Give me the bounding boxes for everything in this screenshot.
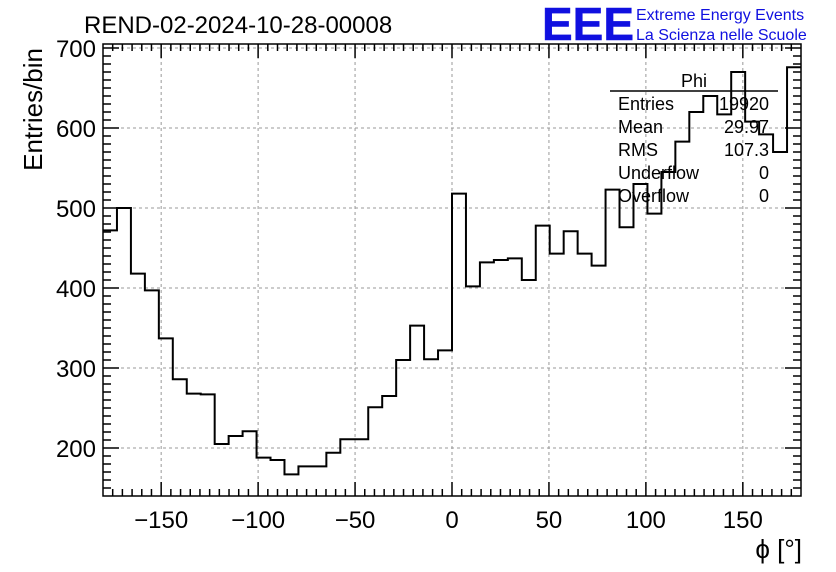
histogram-bin [382,396,396,496]
chart-title: REND-02-2024-10-28-00008 [84,12,392,39]
histogram-bin [550,254,564,496]
histogram-bin [312,466,326,496]
stats-value: 0 [759,186,769,206]
histogram-bin [326,453,340,496]
histogram-bin [424,359,438,496]
histogram-bin [745,122,759,496]
histogram-bin [131,274,145,496]
y-tick-label: 400 [56,276,96,303]
stats-title: Phi [681,71,707,91]
y-tick-label: 700 [56,36,96,63]
y-axis-label: Entries/bin [18,48,48,171]
histogram-bin [606,190,620,496]
axis-ticks [103,44,801,496]
histogram-bin [466,286,480,496]
histogram-bin [647,214,661,496]
x-tick-label: −100 [231,507,285,534]
histogram-bin [508,258,522,496]
x-tick-label: −50 [335,507,376,534]
histogram-bin [173,379,187,496]
x-axis-label: ϕ [°] [755,534,802,564]
stats-box: Phi Entries 19920 Mean 29.97 RMS 107.3 Underfl… [610,71,778,206]
histogram-bin [620,227,634,496]
stats-value: 19920 [719,94,769,114]
histogram-bin [703,96,717,496]
eee-logo-line2: La Scienza nelle Scuole [636,27,807,44]
histogram-bin [522,280,536,496]
y-tick-label: 600 [56,116,96,143]
histogram-bin [145,290,159,496]
histogram-bin [410,326,424,496]
histogram-bin [717,114,731,496]
histogram-bin [536,226,550,496]
y-tick-label: 500 [56,196,96,223]
stats-label: Entries [618,94,674,114]
x-tick-labels: −150 −100 −50 0 50 100 150 [134,507,763,534]
histogram-bin [117,208,131,496]
eee-logo-mark: EEE [542,0,634,50]
histogram-bin [229,436,243,496]
x-tick-label: 50 [536,507,563,534]
stats-label: RMS [618,140,658,160]
stats-rows: Entries 19920 Mean 29.97 RMS 107.3 Underflow 0 O… [618,94,769,206]
histogram-bin [480,262,494,496]
x-tick-label: 100 [626,507,666,534]
histogram-bin [396,360,410,496]
y-tick-label: 300 [56,356,96,383]
histogram-outline [103,66,801,476]
histogram-bin [564,231,578,496]
histogram-bin [592,266,606,496]
eee-logo: EEE Extreme Energy Events La Scienza nel… [542,0,807,50]
x-tick-label: 150 [723,507,763,534]
stats-label: Mean [618,117,663,137]
plot-frame [102,43,802,497]
histogram-bin [661,172,675,496]
histogram-bin [438,350,452,496]
stats-label: Underflow [618,163,700,183]
histogram-bin [494,260,508,496]
histogram-bin [201,394,215,496]
histogram-bin [298,466,312,496]
x-tick-label: −150 [134,507,188,534]
histogram-bin [578,254,592,496]
histogram-bin [452,194,466,496]
stats-value: 29.97 [724,117,769,137]
histogram-bin [243,431,257,496]
stats-value: 107.3 [724,140,769,160]
stats-value: 0 [759,163,769,183]
eee-logo-line1: Extreme Energy Events [636,7,804,24]
histogram-bin [633,184,647,496]
x-tick-label: 0 [445,507,458,534]
histogram-bin [340,439,354,496]
histogram-bin [215,444,229,496]
y-tick-labels: 200 300 400 500 600 700 [56,36,96,463]
y-tick-label: 200 [56,436,96,463]
stats-label: Overflow [618,186,690,206]
histogram-bin [773,152,787,496]
histogram-bin [187,394,201,496]
histogram-bin [368,407,382,496]
